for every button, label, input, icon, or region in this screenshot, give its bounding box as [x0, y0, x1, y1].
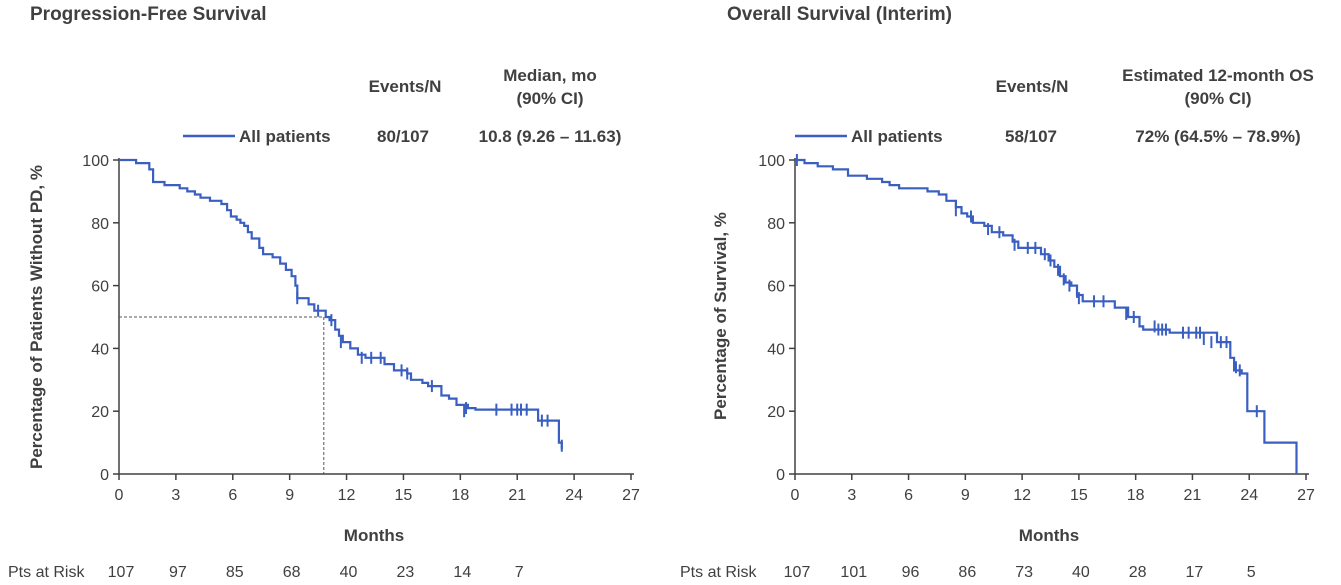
os-x-tick-label: 9	[961, 487, 970, 504]
os-y-tick-label: 60	[767, 279, 785, 296]
pfs-x-tick-label: 12	[338, 487, 356, 504]
os-at-risk-value: 28	[1129, 564, 1147, 581]
pfs-at-risk-value: 97	[169, 564, 187, 581]
os-x-tick-label: 27	[1297, 487, 1315, 504]
pfs-x-tick-label: 6	[228, 487, 237, 504]
pfs-legend-events-header: Events/N	[369, 77, 442, 96]
os-plot-area: 0 3 6 9 12 15 18 21 24 27 0 20 40 60 80 100 107 101 96 86 73…	[758, 153, 1315, 581]
os-y-tick-label: 100	[758, 153, 785, 170]
os-at-risk-value: 86	[958, 564, 976, 581]
pfs-legend-events-value: 80/107	[377, 127, 429, 146]
pfs-at-risk-value: 7	[515, 564, 524, 581]
os-at-risk-value: 96	[902, 564, 920, 581]
pfs-legend-row-label: All patients	[239, 127, 331, 146]
pfs-survival-curve	[119, 158, 563, 449]
os-legend-stat-header: Estimated 12-month OS	[1122, 66, 1314, 85]
os-x-tick-label: 18	[1127, 487, 1145, 504]
pfs-title: Progression-Free Survival	[30, 4, 267, 25]
pfs-at-risk-value: 85	[226, 564, 244, 581]
os-at-risk-label: Pts at Risk	[680, 564, 757, 581]
os-y-axis-label: Percentage of Survival, %	[711, 212, 730, 420]
os-x-axis-label: Months	[1019, 526, 1079, 545]
pfs-x-axis-label: Months	[344, 526, 404, 545]
os-y-tick-label: 40	[767, 341, 785, 358]
pfs-legend-stat-header: Median, mo	[503, 66, 597, 85]
pfs-x-tick-label: 3	[171, 487, 180, 504]
pfs-at-risk-value: 40	[340, 564, 358, 581]
os-legend-events-header: Events/N	[996, 77, 1069, 96]
pfs-x-tick-label: 15	[395, 487, 413, 504]
os-x-tick-label: 3	[847, 487, 856, 504]
pfs-at-risk-value: 68	[283, 564, 301, 581]
pfs-x-tick-label: 21	[508, 487, 526, 504]
os-legend-row-label: All patients	[851, 127, 943, 146]
os-at-risk-value: 101	[840, 564, 867, 581]
pfs-legend-ci-header: (90% CI)	[516, 89, 583, 108]
os-x-tick-label: 24	[1240, 487, 1258, 504]
os-survival-curve	[795, 158, 1298, 474]
pfs-y-tick-label: 100	[82, 153, 109, 170]
os-x-tick-label: 0	[791, 487, 800, 504]
pfs-x-tick-label: 24	[565, 487, 583, 504]
os-at-risk-value: 40	[1072, 564, 1090, 581]
os-at-risk-value: 73	[1015, 564, 1033, 581]
pfs-at-risk-label: Pts at Risk	[8, 564, 85, 581]
os-y-tick-label: 0	[776, 467, 785, 484]
pfs-at-risk-value: 23	[397, 564, 415, 581]
pfs-at-risk-value: 14	[453, 564, 471, 581]
os-legend-ci-header: (90% CI)	[1184, 89, 1251, 108]
os-at-risk-value: 5	[1247, 564, 1256, 581]
pfs-y-tick-label: 80	[91, 216, 109, 233]
os-at-risk-value: 107	[784, 564, 811, 581]
pfs-plot-area: 0 3 6 9 12 15 18 21 24 27 0 20 40 60 80 100 107 97 85 68 40 2…	[82, 153, 640, 581]
pfs-legend-stat-value: 10.8 (9.26 – 11.63)	[479, 127, 622, 146]
pfs-y-tick-label: 40	[91, 341, 109, 358]
os-x-tick-label: 21	[1184, 487, 1202, 504]
pfs-y-tick-label: 20	[91, 404, 109, 421]
pfs-panel: Progression-Free Survival Events/N Media…	[8, 4, 640, 581]
pfs-y-tick-label: 60	[91, 279, 109, 296]
pfs-y-tick-label: 0	[100, 467, 109, 484]
os-x-tick-label: 6	[904, 487, 913, 504]
os-x-tick-label: 12	[1013, 487, 1031, 504]
pfs-at-risk-value: 107	[108, 564, 135, 581]
pfs-y-axis-label: Percentage of Patients Without PD, %	[27, 165, 46, 469]
os-y-tick-label: 80	[767, 216, 785, 233]
os-at-risk-value: 17	[1186, 564, 1204, 581]
os-title: Overall Survival (Interim)	[727, 4, 952, 25]
os-legend-events-value: 58/107	[1005, 127, 1057, 146]
os-legend-stat-value: 72% (64.5% – 78.9%)	[1135, 127, 1300, 146]
pfs-x-tick-label: 18	[451, 487, 469, 504]
os-y-tick-label: 20	[767, 404, 785, 421]
os-x-tick-label: 15	[1070, 487, 1088, 504]
pfs-x-tick-label: 0	[115, 487, 124, 504]
pfs-x-tick-label: 9	[285, 487, 294, 504]
os-panel: Overall Survival (Interim) Events/N Esti…	[680, 4, 1315, 581]
pfs-x-tick-label: 27	[622, 487, 640, 504]
